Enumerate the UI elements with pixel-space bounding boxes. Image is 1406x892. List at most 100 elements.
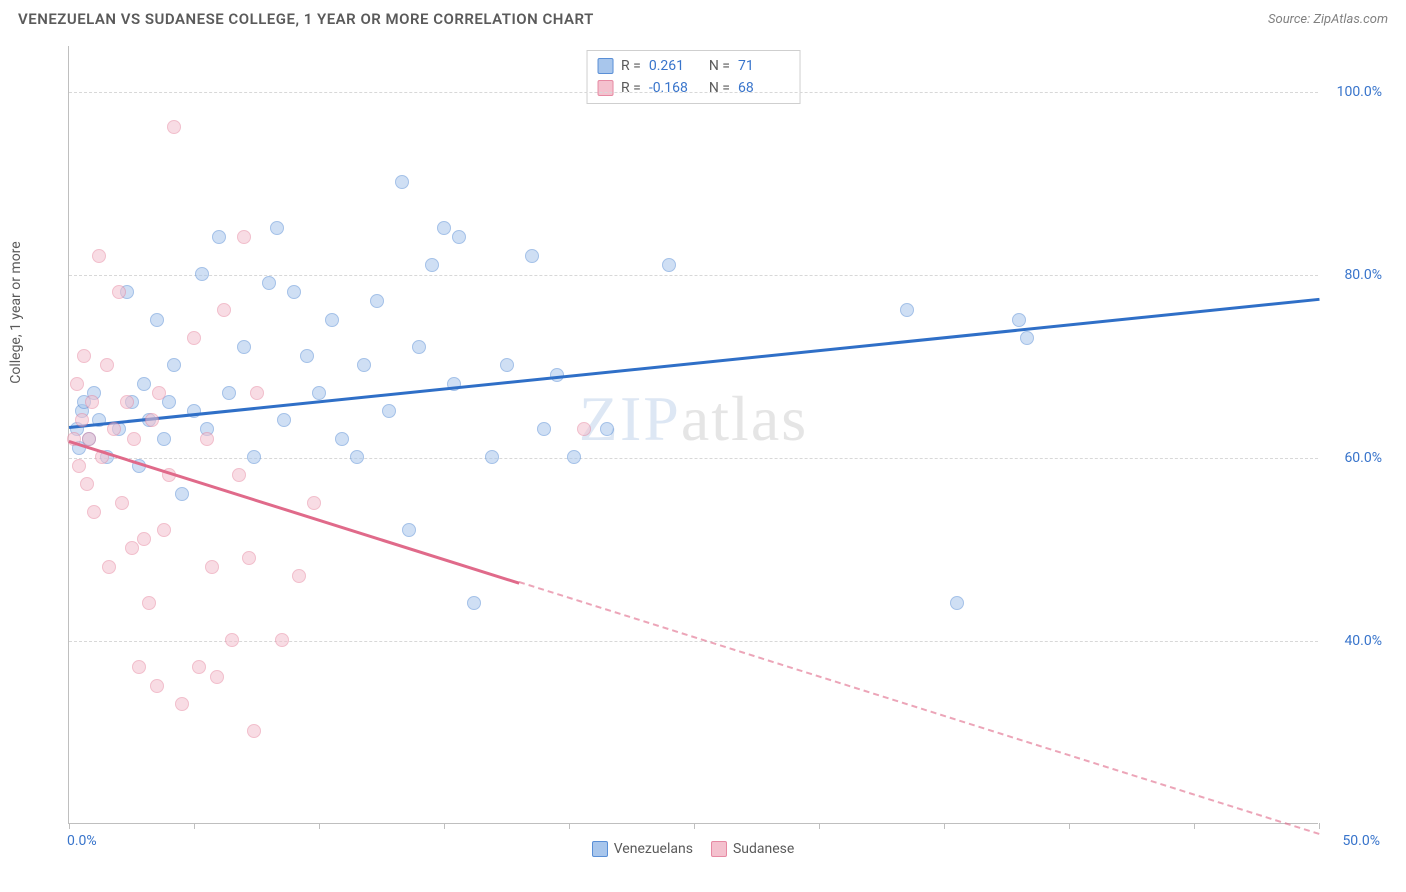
- legend-label: Sudanese: [733, 841, 794, 857]
- data-point: [70, 377, 84, 391]
- data-point: [137, 377, 151, 391]
- data-point: [900, 303, 914, 317]
- data-point: [157, 523, 171, 537]
- data-point: [80, 477, 94, 491]
- data-point: [102, 560, 116, 574]
- data-point: [127, 432, 141, 446]
- x-tick: [819, 823, 820, 829]
- data-point: [200, 432, 214, 446]
- data-point: [452, 230, 466, 244]
- n-value: 68: [738, 77, 790, 99]
- data-point: [100, 358, 114, 372]
- data-point: [262, 276, 276, 290]
- data-point: [192, 660, 206, 674]
- plot-area: ZIPatlas R =0.261N =71R =-0.168N =68 40.…: [68, 46, 1318, 824]
- data-point: [567, 450, 581, 464]
- data-point: [167, 120, 181, 134]
- legend-swatch: [711, 841, 727, 857]
- data-point: [467, 596, 481, 610]
- data-point: [212, 230, 226, 244]
- data-point: [525, 249, 539, 263]
- data-point: [210, 670, 224, 684]
- data-point: [142, 596, 156, 610]
- data-point: [150, 679, 164, 693]
- data-point: [217, 303, 231, 317]
- regression-line: [69, 298, 1319, 429]
- gridline-h: [69, 92, 1318, 93]
- data-point: [152, 386, 166, 400]
- data-point: [247, 450, 261, 464]
- data-point: [150, 313, 164, 327]
- data-point: [120, 395, 134, 409]
- data-point: [307, 496, 321, 510]
- legend: Venezuelans Sudanese: [68, 834, 1318, 864]
- data-point: [112, 285, 126, 299]
- chart-header: VENEZUELAN VS SUDANESE COLLEGE, 1 YEAR O…: [0, 0, 1406, 34]
- r-value: 0.261: [649, 55, 701, 77]
- data-point: [232, 468, 246, 482]
- y-axis-label: College, 1 year or more: [8, 241, 24, 383]
- data-point: [157, 432, 171, 446]
- data-point: [350, 450, 364, 464]
- x-tick-label: 50.0%: [1342, 833, 1380, 849]
- data-point: [402, 523, 416, 537]
- data-point: [382, 404, 396, 418]
- data-point: [275, 633, 289, 647]
- data-point: [132, 660, 146, 674]
- data-point: [92, 249, 106, 263]
- data-point: [312, 386, 326, 400]
- legend-swatch: [592, 841, 608, 857]
- data-point: [1020, 331, 1034, 345]
- data-point: [222, 386, 236, 400]
- stat-row: R = 0.261 N = 71: [597, 55, 790, 77]
- data-point: [237, 230, 251, 244]
- n-label: N =: [709, 77, 730, 99]
- correlation-stat-box: R = 0.261 N = 71 R = -0.168 N = 68: [586, 50, 801, 104]
- data-point: [335, 432, 349, 446]
- x-tick: [1194, 823, 1195, 829]
- n-label: N =: [709, 55, 730, 77]
- regression-line: [69, 440, 520, 584]
- n-value: 71: [738, 55, 790, 77]
- x-tick: [944, 823, 945, 829]
- data-point: [577, 422, 591, 436]
- stat-row: R = -0.168 N = 68: [597, 77, 790, 99]
- r-label: R =: [621, 77, 641, 99]
- y-tick-label: 100.0%: [1337, 84, 1382, 100]
- data-point: [395, 175, 409, 189]
- data-point: [287, 285, 301, 299]
- data-point: [85, 395, 99, 409]
- data-point: [662, 258, 676, 272]
- chart-title: VENEZUELAN VS SUDANESE COLLEGE, 1 YEAR O…: [18, 10, 594, 28]
- r-label: R =: [621, 55, 641, 77]
- data-point: [205, 560, 219, 574]
- data-point: [125, 541, 139, 555]
- chart-container: College, 1 year or more ZIPatlas R =0.26…: [18, 46, 1388, 864]
- data-point: [77, 349, 91, 363]
- x-tick: [194, 823, 195, 829]
- data-point: [1012, 313, 1026, 327]
- data-point: [300, 349, 314, 363]
- watermark: ZIPatlas: [579, 382, 808, 456]
- data-point: [357, 358, 371, 372]
- data-point: [187, 331, 201, 345]
- data-point: [292, 569, 306, 583]
- data-point: [537, 422, 551, 436]
- data-point: [115, 496, 129, 510]
- data-point: [247, 724, 261, 738]
- x-tick: [69, 823, 70, 829]
- y-tick-label: 80.0%: [1344, 267, 1382, 283]
- data-point: [325, 313, 339, 327]
- data-point: [195, 267, 209, 281]
- data-point: [137, 532, 151, 546]
- data-point: [107, 422, 121, 436]
- gridline-h: [69, 275, 1318, 276]
- x-tick: [319, 823, 320, 829]
- source-prefix: Source:: [1268, 12, 1313, 27]
- r-value: -0.168: [649, 77, 701, 99]
- data-point: [437, 221, 451, 235]
- legend-label: Venezuelans: [614, 841, 693, 857]
- data-point: [425, 258, 439, 272]
- data-point: [167, 358, 181, 372]
- data-point: [237, 340, 251, 354]
